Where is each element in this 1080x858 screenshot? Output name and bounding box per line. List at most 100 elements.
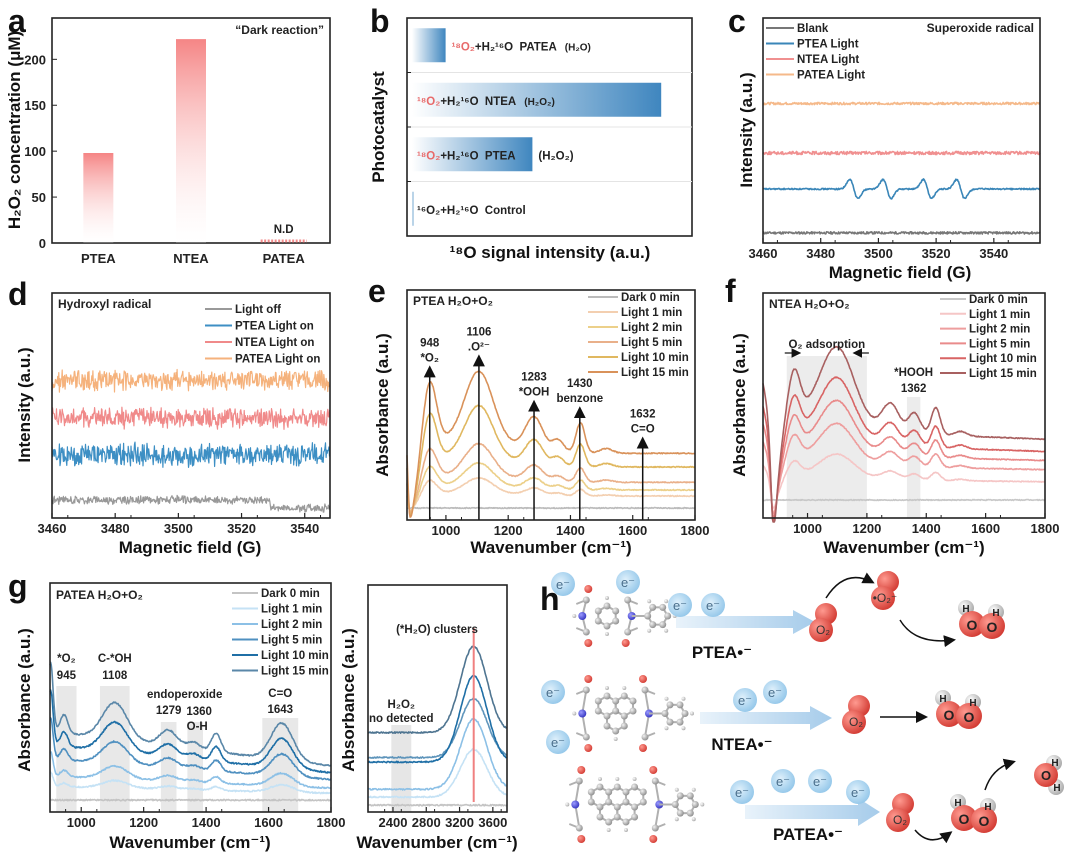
legend-label: NTEA Light xyxy=(797,54,859,66)
hydrogen-atom xyxy=(615,777,620,781)
value-label: N.D xyxy=(274,224,294,236)
legend-label: Light 15 min xyxy=(621,367,689,379)
series-line xyxy=(762,150,1041,156)
y-axis-label: Intensity (a.u.) xyxy=(737,72,756,187)
legend-label: PATEA Light xyxy=(797,70,865,82)
peak-value: 1430 xyxy=(567,378,593,390)
bar-ptea xyxy=(83,153,114,243)
y-tick-label: 100 xyxy=(24,144,46,159)
x-tick-label: 3520 xyxy=(227,521,256,536)
shaded-region xyxy=(391,725,412,812)
carbon-atom xyxy=(629,707,637,715)
panel-g-frame xyxy=(49,582,332,813)
oxygen-molecule: O₂ xyxy=(886,793,914,832)
y-axis-label: H₂O₂ concentration (μM) xyxy=(5,31,24,229)
legend-label: Light 10 min xyxy=(261,650,329,662)
panel-d-frame xyxy=(51,292,331,519)
isotope-label: ¹⁸O₂ xyxy=(452,41,475,53)
electron: e⁻ xyxy=(733,688,757,712)
series-line xyxy=(51,406,331,430)
series-line xyxy=(51,494,331,513)
ntea-molecule xyxy=(572,675,694,752)
series-line xyxy=(367,748,507,799)
series-line xyxy=(49,717,332,781)
panel-f-frame xyxy=(762,292,1046,519)
legend-label: Light 15 min xyxy=(261,666,329,678)
panel-letter: a xyxy=(8,3,26,39)
electron-label: e⁻ xyxy=(851,785,865,800)
carbon-atom xyxy=(639,788,647,796)
bar xyxy=(412,191,414,226)
oxygen-atom xyxy=(842,710,866,734)
electron-label: e⁻ xyxy=(768,685,782,700)
atom-label: O xyxy=(944,707,955,723)
legend-label: PATEA Light on xyxy=(235,354,320,366)
series-line xyxy=(762,376,1046,523)
electron-transfer-arrow xyxy=(700,706,832,730)
molecule-label: O₂ xyxy=(816,623,830,637)
atom-label: O xyxy=(979,813,990,829)
oxygen-atom xyxy=(951,805,977,831)
x-tick-label: 1800 xyxy=(317,815,346,830)
x-tick-label: 3500 xyxy=(864,246,893,261)
carbon-atom xyxy=(613,783,621,791)
carbon-atom xyxy=(605,818,613,826)
panel-c-frame xyxy=(762,17,1041,244)
panel-title: Superoxide radical xyxy=(927,21,1034,35)
shaded-region xyxy=(160,722,177,812)
oxygen-molecule: O₂ xyxy=(809,603,837,642)
carbon-atom xyxy=(622,788,630,796)
x-axis-label: Wavenumber (cm⁻¹) xyxy=(470,538,631,557)
bar-ntea xyxy=(176,39,206,243)
oxygen-atom xyxy=(956,703,982,729)
x-category-label: PTEA xyxy=(81,251,116,266)
peak-label: C=O xyxy=(631,423,655,435)
panel-letter: b xyxy=(370,3,390,39)
hydrogen-peroxide-molecule: H HO O xyxy=(950,794,997,833)
oxygen-atom xyxy=(809,618,833,642)
shaded-region xyxy=(906,397,921,518)
ptea-molecule xyxy=(572,585,677,647)
series-line xyxy=(406,442,695,514)
hydrogen-atom xyxy=(605,596,609,600)
carbon-atom xyxy=(641,733,649,741)
electron-label: e⁻ xyxy=(556,577,570,592)
hydrogen-atom xyxy=(664,726,669,731)
carbon-atom xyxy=(575,824,583,832)
patea-molecule xyxy=(565,766,705,843)
x-tick-label: 1400 xyxy=(192,815,221,830)
carbon-atom xyxy=(666,701,674,709)
water-molecule: OH H xyxy=(1034,755,1064,795)
oxygen-atom xyxy=(971,807,997,833)
carbon-atom xyxy=(651,824,659,832)
electron-label: e⁻ xyxy=(706,598,720,613)
series-line xyxy=(406,506,695,510)
y-tick-label: 0 xyxy=(39,236,46,251)
oxygen-atom xyxy=(1034,763,1058,787)
carbon-atom xyxy=(620,692,628,700)
series-line xyxy=(51,441,331,468)
molecule-label: •O₂⁻ xyxy=(873,591,898,605)
series-line xyxy=(49,751,332,790)
x-tick-label: 3200 xyxy=(445,815,474,830)
electron-label: e⁻ xyxy=(673,598,687,613)
panel-e-frame xyxy=(406,289,696,521)
electron-ball xyxy=(546,730,570,754)
series-line xyxy=(367,717,508,791)
carbon-atom xyxy=(676,718,684,726)
region-value: 1362 xyxy=(901,383,927,395)
region-label: O-H xyxy=(187,721,208,733)
oxygen-atom xyxy=(649,766,658,774)
legend-label: Light 1 min xyxy=(621,307,682,319)
x-tick-label: 1200 xyxy=(129,815,158,830)
carbon-atom xyxy=(587,788,595,796)
atom-label: H xyxy=(969,698,976,709)
series-line xyxy=(406,461,695,512)
formula-label: +H₂¹⁶O PATEA xyxy=(475,41,557,53)
series-line xyxy=(49,689,332,774)
y-tick-label: 150 xyxy=(24,98,46,113)
carbon-atom xyxy=(613,803,621,811)
panel-title: “Dark reaction” xyxy=(235,23,324,37)
series-line xyxy=(49,661,332,767)
electron-ball xyxy=(541,680,565,704)
